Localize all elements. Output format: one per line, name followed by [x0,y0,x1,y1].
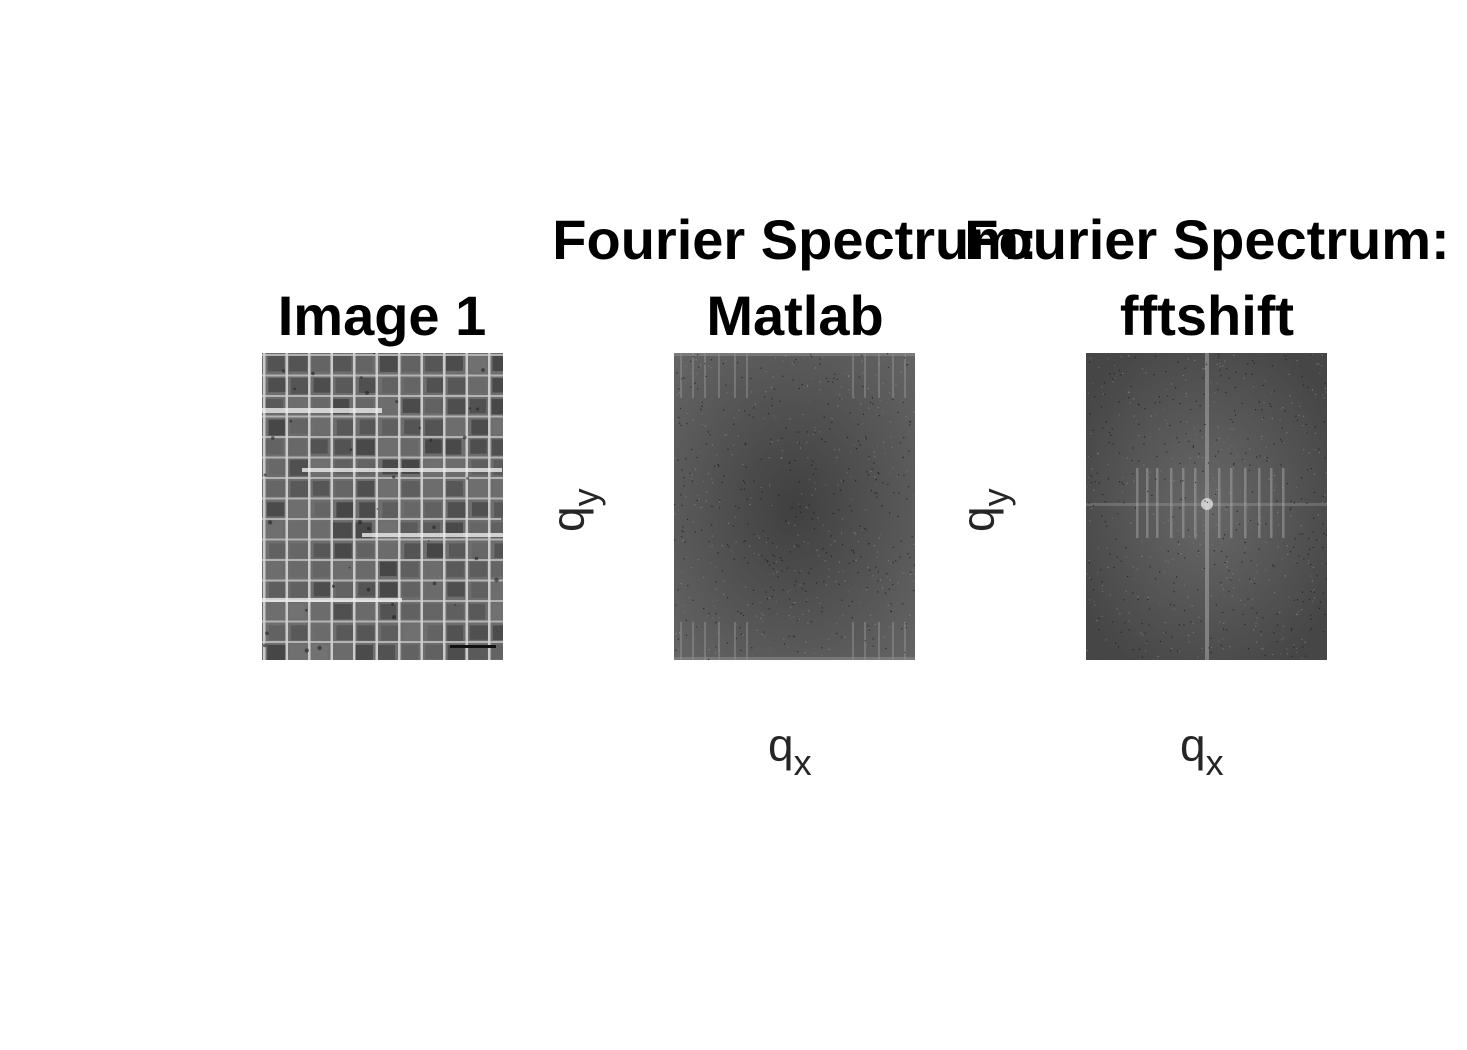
spectrum-fftshift-image [1086,353,1327,660]
panel-2-title-line1: Fourier Spectrum: [552,208,1038,271]
panel-3-xlabel-sub: x [1205,742,1224,783]
panel-3-ylabel-base: q [952,506,1004,532]
panel-3-xlabel-base: q [1180,719,1206,771]
spectrum-matlab-svg [674,353,915,660]
panel-3-xlabel: qx [1180,719,1224,781]
panel-3-ylabel: qy [952,488,1016,532]
panel-3-title-line2: fftshift [1119,284,1295,347]
spectrum-matlab-image [674,353,915,660]
panel-3-title: Fourier Spectrum: fftshift [964,202,1449,354]
panel-2-xlabel-sub: x [793,742,812,783]
panel-3-title-line1: Fourier Spectrum: [964,208,1450,271]
panel-2-ylabel-base: q [542,506,594,532]
panel-2-xlabel: qx [768,719,812,781]
panel-2-title: Fourier Spectrum: Matlab [552,202,1037,354]
panel-2-ylabel-sub: y [565,488,606,507]
panel-2-ylabel: qy [542,488,606,532]
panel-3-ylabel-sub: y [975,488,1016,507]
panel-1-title-line1: Image 1 [277,284,487,347]
panel-2-xlabel-base: q [768,719,794,771]
micrograph-svg [262,353,503,660]
spectrum-fftshift-svg [1086,353,1327,660]
micrograph-image [262,353,503,660]
panel-2-title-line2: Matlab [706,284,884,347]
panel-1-title: Image 1 [278,278,487,354]
